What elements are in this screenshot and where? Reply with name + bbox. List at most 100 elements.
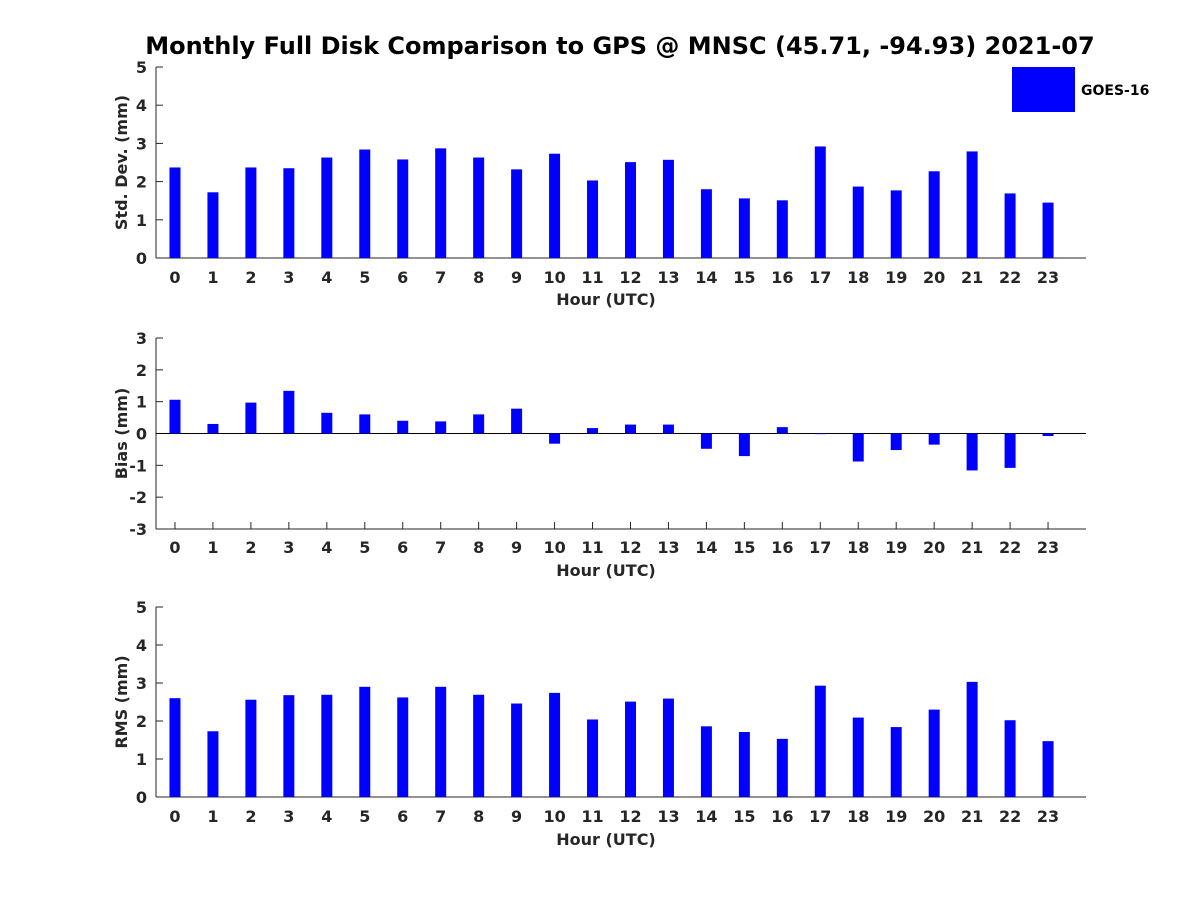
- bar-hour-6: [397, 697, 409, 797]
- bar-hour-20: [928, 433, 940, 445]
- bar-hour-22: [1004, 720, 1016, 797]
- bar-hour-14: [700, 433, 712, 449]
- y-tick-label: 5: [136, 598, 147, 617]
- bar-hour-9: [511, 703, 523, 797]
- x-tick-label: 23: [1037, 538, 1059, 557]
- x-tick-label: 10: [543, 538, 565, 557]
- bar-hour-16: [776, 200, 788, 258]
- bar-hour-6: [397, 159, 409, 258]
- x-tick-label: 23: [1037, 268, 1059, 287]
- y-tick-label: 1: [136, 211, 147, 230]
- bar-hour-0: [169, 698, 181, 797]
- bar-hour-15: [738, 433, 750, 457]
- bar-hour-15: [738, 732, 750, 797]
- bar-hour-0: [169, 167, 181, 258]
- bar-hour-12: [624, 162, 636, 258]
- bar-hour-13: [662, 159, 674, 258]
- x-tick-label: 20: [923, 268, 945, 287]
- x-tick-label: 4: [321, 538, 332, 557]
- bar-hour-7: [435, 421, 447, 434]
- bar-hour-4: [321, 157, 333, 258]
- x-tick-label: 12: [619, 807, 641, 826]
- bar-hour-20: [928, 171, 940, 258]
- x-tick-label: 6: [397, 268, 408, 287]
- x-tick-label: 2: [245, 538, 256, 557]
- bar-hour-8: [473, 157, 485, 258]
- y-tick-label: 0: [136, 249, 147, 268]
- x-tick-label: 7: [435, 538, 446, 557]
- bar-hour-22: [1004, 433, 1016, 468]
- bar-hour-15: [738, 198, 750, 258]
- x-tick-label: 16: [771, 268, 793, 287]
- bar-hour-17: [814, 685, 826, 797]
- x-tick-label: 19: [885, 538, 907, 557]
- bar-hour-22: [1004, 193, 1016, 258]
- x-tick-label: 10: [543, 268, 565, 287]
- bar-hour-10: [549, 153, 561, 258]
- x-tick-label: 8: [473, 268, 484, 287]
- bar-hour-17: [814, 146, 826, 258]
- bar-hour-4: [321, 412, 333, 434]
- y-tick-label: 2: [136, 712, 147, 731]
- y-tick-label: 4: [136, 636, 147, 655]
- y-axis-label: Std. Dev. (mm): [112, 95, 131, 230]
- legend-swatch: [1012, 67, 1075, 112]
- bar-hour-10: [549, 692, 561, 797]
- x-tick-label: 20: [923, 807, 945, 826]
- bar-hour-18: [852, 433, 864, 462]
- bar-hour-3: [283, 695, 295, 797]
- x-tick-label: 1: [207, 538, 218, 557]
- bar-hour-11: [587, 180, 599, 258]
- bar-hour-6: [397, 420, 409, 434]
- x-tick-label: 5: [359, 807, 370, 826]
- bar-hour-14: [700, 726, 712, 797]
- x-axis-label: Hour (UTC): [556, 830, 656, 849]
- x-tick-label: 19: [885, 807, 907, 826]
- bar-hour-5: [359, 414, 371, 434]
- bar-hour-23: [1042, 741, 1054, 797]
- bar-hour-4: [321, 694, 333, 797]
- x-tick-label: 18: [847, 268, 869, 287]
- bar-hour-5: [359, 149, 371, 258]
- x-tick-label: 22: [999, 807, 1021, 826]
- x-tick-label: 11: [581, 807, 603, 826]
- bar-hour-7: [435, 148, 447, 258]
- y-tick-label: 1: [136, 393, 147, 412]
- x-tick-label: 11: [581, 268, 603, 287]
- bar-hour-19: [890, 190, 902, 258]
- bar-hour-14: [700, 189, 712, 258]
- x-tick-label: 0: [169, 807, 180, 826]
- y-axis-label: RMS (mm): [112, 655, 131, 748]
- bar-hour-16: [776, 738, 788, 797]
- x-tick-label: 15: [733, 538, 755, 557]
- y-axis-label: Bias (mm): [112, 388, 131, 480]
- x-tick-label: 9: [511, 807, 522, 826]
- x-tick-label: 6: [397, 807, 408, 826]
- y-tick-label: 1: [136, 750, 147, 769]
- bar-hour-2: [245, 402, 257, 434]
- bar-hour-23: [1042, 433, 1054, 437]
- x-tick-label: 14: [695, 268, 717, 287]
- y-tick-label: 4: [136, 96, 147, 115]
- bar-hour-0: [169, 399, 181, 434]
- legend-label: GOES-16: [1081, 83, 1149, 99]
- x-tick-label: 18: [847, 807, 869, 826]
- x-tick-label: 7: [435, 807, 446, 826]
- x-tick-label: 21: [961, 538, 983, 557]
- x-tick-label: 3: [283, 268, 294, 287]
- x-tick-label: 2: [245, 268, 256, 287]
- bar-hour-13: [662, 698, 674, 797]
- x-tick-label: 1: [207, 807, 218, 826]
- bar-hour-20: [928, 709, 940, 797]
- bar-hour-21: [966, 681, 978, 797]
- chart-title: Monthly Full Disk Comparison to GPS @ MN…: [145, 32, 1094, 60]
- x-tick-label: 15: [733, 268, 755, 287]
- x-axis-label: Hour (UTC): [556, 561, 656, 580]
- x-tick-label: 16: [771, 538, 793, 557]
- bar-hour-17: [814, 433, 826, 435]
- x-tick-label: 12: [619, 268, 641, 287]
- bar-hour-9: [511, 169, 523, 258]
